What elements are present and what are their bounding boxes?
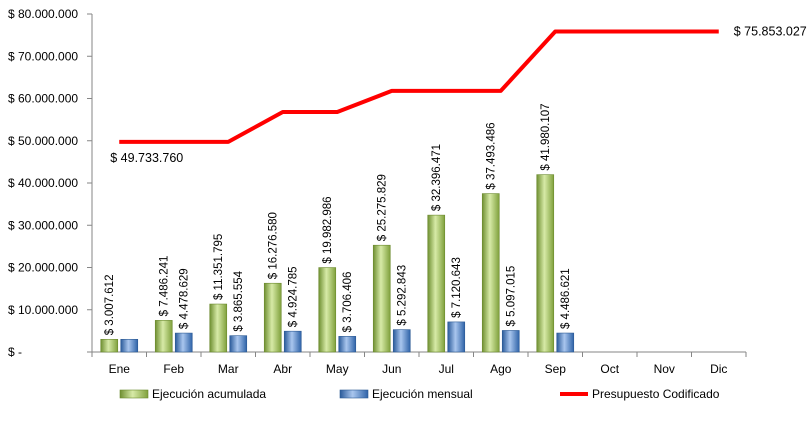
x-tick-label: Jul <box>439 362 454 376</box>
bar-ejecucion-mensual <box>121 339 138 352</box>
bar-ejecucion-acumulada <box>210 304 227 352</box>
y-tick-label: $ 10.000.000 <box>8 303 78 317</box>
legend-item: Presupuesto Codificado <box>560 387 720 401</box>
data-label-acumulada: $ 25.275.829 <box>377 174 389 241</box>
bar-ejecucion-acumulada <box>373 245 390 352</box>
data-label-mensual: $ 5.292.843 <box>397 265 409 326</box>
data-label-acumulada: $ 32.396.471 <box>431 144 443 211</box>
bar-ejecucion-acumulada <box>482 194 499 352</box>
legend: Ejecución acumulada Ejecución mensual Pres… <box>120 387 720 401</box>
data-label-acumulada: $ 11.351.795 <box>213 234 225 300</box>
x-tick-label: Feb <box>163 362 184 376</box>
x-tick-label: Abr <box>273 362 292 376</box>
data-label-mensual: $ 7.120.643 <box>451 257 463 318</box>
legend-label: Presupuesto Codificado <box>592 387 720 401</box>
data-label-acumulada: $ 16.276.580 <box>268 212 280 279</box>
line-presupuesto-codificado <box>119 32 719 142</box>
bar-ejecucion-acumulada <box>428 215 445 352</box>
bar-ejecucion-mensual <box>557 333 574 352</box>
data-label-mensual: $ 4.486.621 <box>560 268 572 329</box>
bar-ejecucion-mensual <box>284 331 301 352</box>
data-label-presupuesto: $ 49.733.760 <box>110 151 183 165</box>
data-label-acumulada: $ 3.007.612 <box>104 275 116 336</box>
x-tick-label: Nov <box>654 362 675 376</box>
bar-ejecucion-mensual <box>230 336 247 352</box>
legend-label: Ejecución mensual <box>372 387 473 401</box>
data-label-mensual: $ 4.478.629 <box>179 268 191 329</box>
bar-ejecucion-acumulada <box>101 339 118 352</box>
legend-swatch <box>340 390 368 398</box>
x-tick-label: May <box>326 362 349 376</box>
bar-ejecucion-mensual <box>339 336 356 352</box>
data-labels: $ 3.007.612 $ 7.486.241 $ 11.351.795 $ 16.2… <box>104 25 807 336</box>
bar-ejecucion-acumulada <box>264 283 281 352</box>
bar-ejecucion-mensual <box>175 333 192 352</box>
legend-label: Ejecución acumulada <box>152 387 266 401</box>
legend-swatch <box>120 390 148 398</box>
bar-ejecucion-mensual <box>502 330 519 352</box>
data-label-acumulada: $ 41.980.107 <box>540 103 552 170</box>
bar-ejecucion-mensual <box>448 322 465 352</box>
y-tick-label: $ - <box>8 345 22 359</box>
legend-item: Ejecución mensual <box>340 387 473 401</box>
x-tick-label: Sep <box>545 362 567 376</box>
y-tick-label: $ 40.000.000 <box>8 176 78 190</box>
x-tick-label: Ago <box>490 362 512 376</box>
data-label-mensual: $ 3.706.406 <box>342 272 354 333</box>
data-label-mensual: $ 5.097.015 <box>506 266 518 327</box>
data-label-acumulada: $ 37.493.486 <box>486 122 498 189</box>
x-tick-label: Mar <box>218 362 239 376</box>
y-tick-label: $ 30.000.000 <box>8 218 78 232</box>
x-tick-label: Oct <box>600 362 619 376</box>
x-tick-label: Jun <box>382 362 401 376</box>
data-label-presupuesto: $ 75.853.027 <box>734 25 807 39</box>
bars <box>101 175 574 352</box>
data-label-mensual: $ 3.865.554 <box>233 270 245 331</box>
y-tick-label: $ 70.000.000 <box>8 49 78 63</box>
x-tick-label: Dic <box>710 362 727 376</box>
y-tick-label: $ 80.000.000 <box>8 7 78 21</box>
x-tick-label: Ene <box>109 362 131 376</box>
bar-ejecucion-acumulada <box>155 320 172 352</box>
y-tick-label: $ 20.000.000 <box>8 261 78 275</box>
data-label-mensual: $ 4.924.785 <box>288 266 300 327</box>
bar-ejecucion-acumulada <box>319 268 336 352</box>
y-tick-label: $ 50.000.000 <box>8 134 78 148</box>
legend-item: Ejecución acumulada <box>120 387 266 401</box>
data-label-acumulada: $ 19.982.986 <box>322 196 334 263</box>
data-label-acumulada: $ 7.486.241 <box>159 256 171 317</box>
bar-ejecucion-acumulada <box>537 175 554 352</box>
budget-line <box>119 31 719 142</box>
bar-ejecucion-mensual <box>393 330 410 352</box>
y-tick-label: $ 60.000.000 <box>8 92 78 106</box>
